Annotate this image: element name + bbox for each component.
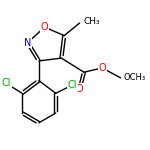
Text: N: N — [24, 38, 31, 48]
Text: Cl: Cl — [2, 78, 11, 88]
Text: Cl: Cl — [68, 80, 77, 90]
Text: O: O — [41, 22, 48, 32]
Text: O: O — [76, 84, 84, 94]
Text: O: O — [98, 63, 106, 73]
Text: OCH₃: OCH₃ — [123, 73, 146, 82]
Text: CH₃: CH₃ — [84, 17, 100, 26]
